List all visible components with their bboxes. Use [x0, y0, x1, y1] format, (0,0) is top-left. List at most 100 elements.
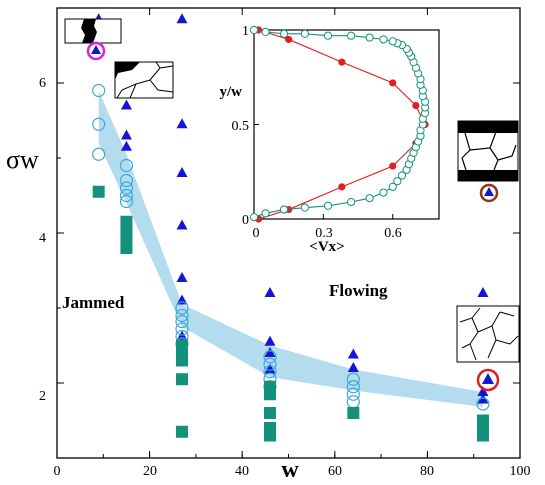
y-tick-label: 4 — [39, 231, 46, 246]
circle-marker — [175, 314, 189, 329]
circle-marker — [346, 380, 360, 394]
inset-x-tick-label: 0.6 — [384, 226, 402, 241]
square-marker — [476, 429, 489, 442]
uncertainty-band — [98, 90, 483, 407]
circle-marker — [263, 350, 277, 364]
square-marker — [176, 425, 189, 438]
triangle-marker — [176, 219, 188, 230]
y-tick-label: 2 — [39, 389, 46, 404]
green-profile-point — [249, 213, 259, 222]
green-profile-point — [323, 201, 333, 210]
circle-marker — [119, 181, 134, 195]
inset-x-tick-label: 0 — [253, 226, 260, 241]
circle-marker — [119, 173, 134, 188]
circle-marker — [346, 387, 360, 401]
circle-marker — [175, 322, 189, 336]
x-axis-label: w — [281, 457, 299, 483]
triangle-marker — [347, 362, 359, 372]
green-profile-point — [279, 205, 289, 214]
square-marker — [347, 407, 360, 419]
highlight-ring-red — [476, 368, 500, 392]
green-profile-point — [249, 25, 259, 35]
red-profile-point — [389, 79, 397, 87]
circle-marker — [92, 147, 106, 161]
inset-y-tick-label: 0 — [242, 213, 249, 228]
x-tick-label: 100 — [510, 464, 531, 479]
circle-marker — [175, 308, 189, 323]
green-profile-point — [347, 197, 356, 207]
circle-marker — [119, 158, 134, 173]
inset-y-axis-label: y/w — [220, 84, 243, 100]
red-profile-point — [338, 183, 346, 191]
ring-triangle-marker — [482, 373, 494, 384]
triangle-marker — [264, 335, 276, 346]
triangle-marker — [120, 99, 132, 110]
green-profile-point — [347, 31, 356, 40]
triangle-marker — [264, 363, 276, 374]
thumbnail-crack-pattern-small — [114, 61, 174, 99]
square-marker — [263, 407, 276, 419]
inset-x-tick-label: 0.3 — [315, 226, 333, 241]
green-profile-point — [261, 27, 270, 36]
triangle-marker — [347, 348, 359, 359]
x-tick-label: 20 — [143, 464, 157, 479]
green-profile-point — [379, 188, 388, 197]
triangle-marker — [264, 287, 276, 297]
green-profile-point — [279, 29, 289, 38]
triangle-marker — [477, 287, 489, 297]
red-profile-point — [412, 102, 420, 110]
circle-marker — [263, 357, 277, 371]
square-marker — [263, 429, 276, 442]
inset-y-tick-label: 0.5 — [232, 119, 250, 134]
thumbnail-flowing-cracks-bottom — [456, 305, 520, 363]
y-tick-label: 6 — [39, 76, 46, 91]
thumbnail-jammed-strip — [64, 18, 122, 44]
x-tick-label: 60 — [328, 464, 342, 479]
circle-marker — [119, 194, 134, 209]
y-axis-label: σw — [6, 145, 39, 174]
flowing-annotation: Flowing — [329, 281, 388, 300]
circle-marker — [119, 188, 134, 203]
green-profile-point — [388, 37, 397, 46]
red-profile-point — [338, 58, 346, 66]
ring-triangle-marker — [484, 187, 494, 196]
inset-x-axis-label: <Vx> — [309, 239, 344, 255]
x-tick-label: 0 — [54, 464, 61, 479]
green-profile-point — [300, 29, 309, 38]
ring-triangle-marker — [91, 45, 101, 54]
triangle-marker — [176, 118, 188, 129]
green-profile-point — [388, 182, 397, 191]
x-tick-label: 80 — [420, 464, 434, 479]
circle-marker — [346, 372, 360, 386]
circle-marker — [175, 301, 189, 315]
red-profile-point — [285, 35, 293, 44]
thumbnail-flowing-cracks-top — [457, 120, 519, 182]
highlight-ring-brown — [479, 183, 499, 203]
circle-marker — [346, 395, 360, 409]
jammed-annotation: Jammed — [62, 293, 125, 312]
circle-marker — [263, 365, 277, 379]
green-profile-point — [397, 171, 407, 180]
triangle-marker — [477, 386, 489, 396]
circle-marker — [476, 397, 490, 411]
green-profile-point — [261, 209, 270, 218]
square-marker — [120, 230, 133, 243]
triangle-marker — [176, 294, 188, 305]
green-profile-point — [393, 177, 402, 186]
x-tick-label: 40 — [235, 464, 249, 479]
triangle-marker — [264, 347, 276, 357]
green-profile-point — [379, 35, 388, 44]
green-profile-point — [300, 203, 309, 212]
square-marker — [176, 373, 189, 386]
square-marker — [176, 354, 189, 367]
green-profile-point — [323, 31, 333, 40]
green-profile-point — [365, 33, 374, 42]
square-marker — [120, 242, 133, 254]
triangle-marker — [176, 167, 188, 177]
green-profile-point — [365, 194, 374, 203]
triangle-marker — [176, 272, 188, 282]
circle-marker — [92, 117, 106, 131]
triangle-marker — [120, 140, 132, 151]
inset-y-tick-label: 1 — [242, 24, 249, 39]
